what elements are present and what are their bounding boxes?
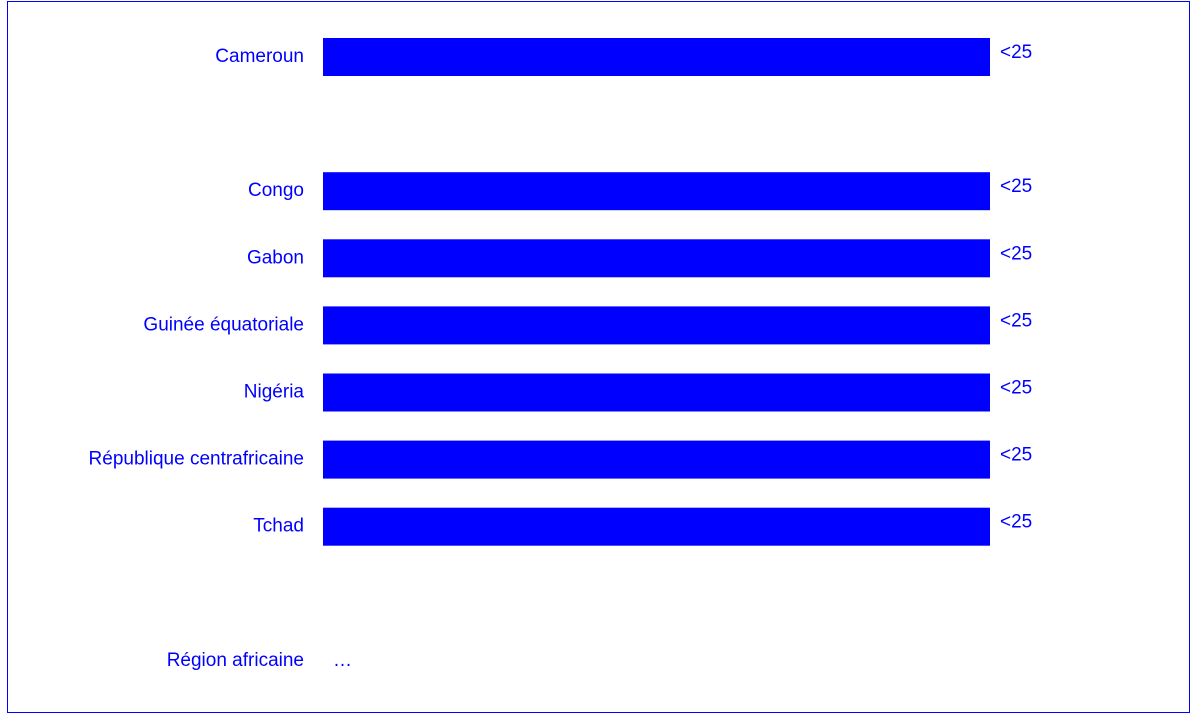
value-label: <25 bbox=[1000, 243, 1032, 264]
bar bbox=[323, 440, 990, 479]
category-label: Gabon bbox=[247, 247, 304, 268]
bar bbox=[323, 306, 990, 345]
bar bbox=[323, 373, 990, 412]
value-label: <25 bbox=[1000, 310, 1032, 331]
value-label: <25 bbox=[1000, 378, 1032, 399]
category-label: Cameroun bbox=[215, 46, 304, 67]
value-label: <25 bbox=[1000, 512, 1032, 533]
bar bbox=[323, 38, 990, 76]
category-label: République centrafricaine bbox=[89, 449, 304, 470]
bar bbox=[323, 172, 990, 211]
value-label: <25 bbox=[1000, 445, 1032, 466]
category-label: Nigéria bbox=[244, 382, 305, 403]
bar bbox=[323, 507, 990, 546]
category-label: Congo bbox=[248, 180, 304, 201]
bar bbox=[323, 239, 990, 278]
value-label: … bbox=[333, 650, 352, 671]
category-label: Tchad bbox=[253, 516, 304, 537]
value-label: <25 bbox=[1000, 42, 1032, 63]
category-label: Région africaine bbox=[167, 650, 304, 671]
category-label: Guinée équatoriale bbox=[143, 314, 304, 335]
value-label: <25 bbox=[1000, 176, 1032, 197]
